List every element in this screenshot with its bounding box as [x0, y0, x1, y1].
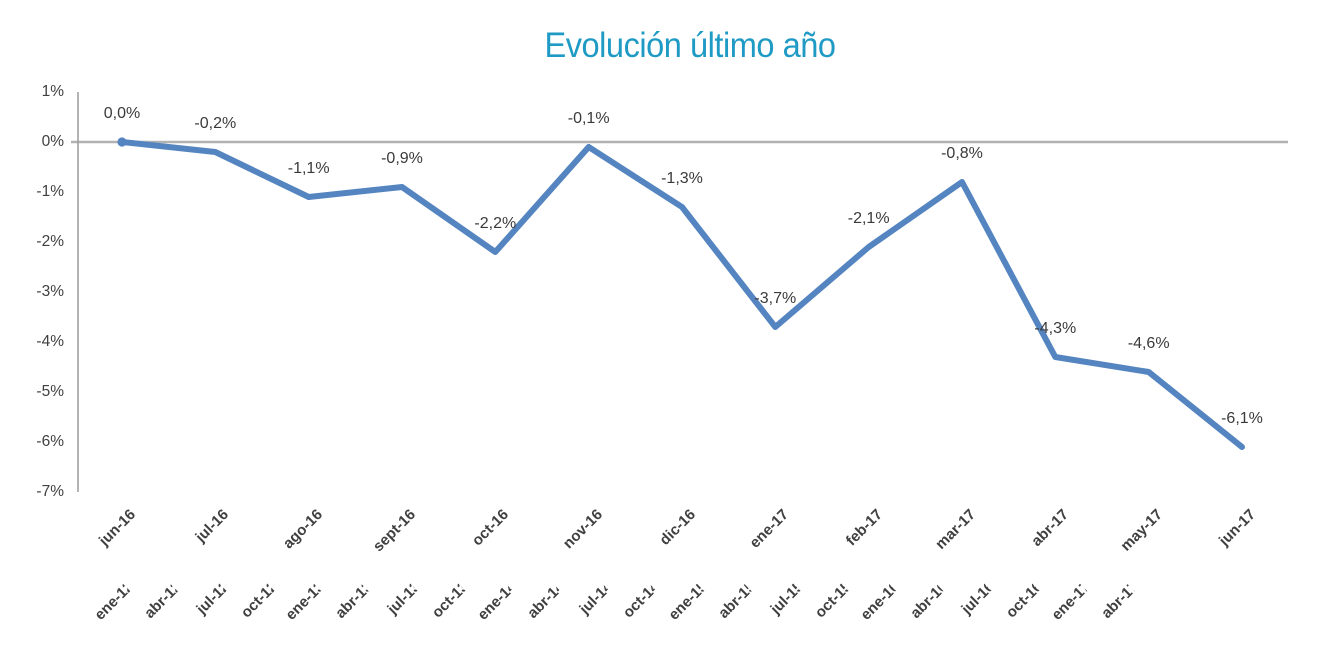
y-axis-tick-label: -1%	[36, 183, 64, 200]
data-point-label: -0,8%	[941, 145, 983, 162]
data-point-label: -6,1%	[1221, 410, 1263, 427]
y-axis-tick-label: -6%	[36, 433, 64, 450]
data-point-label: -0,1%	[567, 110, 610, 127]
data-point-label: -2,2%	[474, 215, 517, 232]
y-axis-tick-label: 1%	[41, 83, 64, 100]
series-start-marker	[117, 137, 127, 147]
data-point-label: -4,3%	[1034, 320, 1077, 337]
data-series-line	[119, 139, 1245, 450]
y-axis-tick-label: -5%	[36, 383, 64, 400]
y-axis-tick-label: -7%	[36, 483, 64, 500]
data-point-label: -0,2%	[194, 115, 237, 132]
data-point-label: -1,1%	[287, 160, 330, 177]
y-axis-tick-label: -3%	[36, 283, 64, 300]
data-point-label: -4,6%	[1127, 335, 1170, 352]
y-axis-tick-label: -4%	[36, 333, 64, 350]
data-point-label: -1,3%	[661, 170, 703, 187]
y-axis-tick-label: 0%	[41, 133, 64, 150]
chart-title: Evolución último año	[544, 26, 836, 65]
data-point-label: -3,7%	[754, 290, 797, 307]
data-point-label: 0,0%	[103, 105, 141, 122]
y-axis-tick-label: -2%	[36, 233, 64, 250]
data-point-label: -2,1%	[847, 210, 890, 227]
data-point-label: -0,9%	[381, 150, 423, 167]
